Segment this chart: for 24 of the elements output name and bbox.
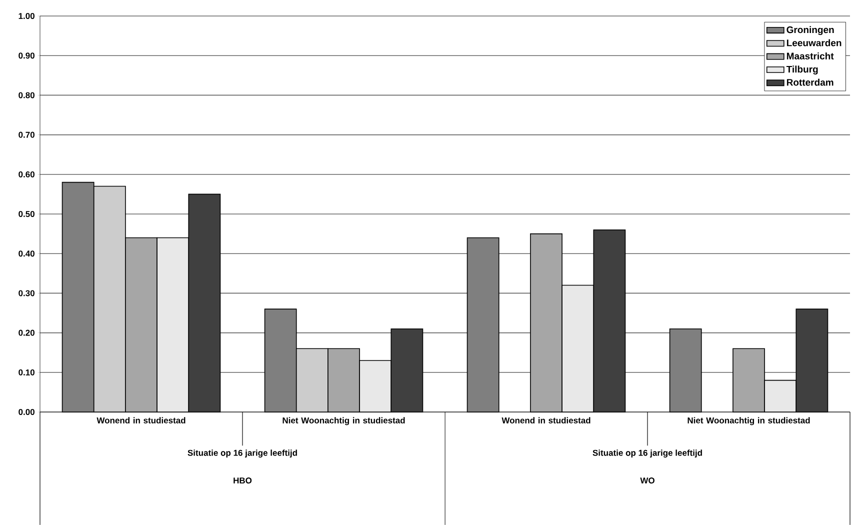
- legend-label: Maastricht: [786, 52, 834, 60]
- y-tick-label: 0.70: [18, 132, 34, 138]
- legend-label: Leeuwarden: [786, 39, 842, 46]
- y-tick-label: 0.20: [18, 330, 34, 336]
- x-tick-label: Wonend in studiestad: [502, 417, 590, 424]
- y-tick-label: 0.90: [18, 52, 34, 59]
- legend-label: Tilburg: [786, 66, 818, 75]
- text: WO: [640, 478, 654, 484]
- y-tick-label: 1.00: [18, 12, 34, 19]
- y-tick-label: 0.40: [18, 250, 34, 257]
- y-tick-label: 0.30: [18, 290, 34, 296]
- legend-label: Rotterdam: [786, 78, 834, 86]
- text: Situatie op 16 jarige leeftijd: [188, 450, 297, 458]
- x-tick-label: Niet Woonachtig in studiestad: [282, 417, 405, 426]
- y-tick-label: 0.10: [18, 369, 34, 376]
- x-tick-label: Niet Woonachtig in studiestad: [688, 417, 810, 426]
- y-tick-label: 0.00: [18, 409, 34, 416]
- y-tick-label: 0.60: [18, 171, 34, 178]
- x-tick-label: Wonend in studiestad: [96, 417, 186, 424]
- text: HBO: [234, 478, 252, 484]
- y-tick-label: 0.50: [18, 210, 34, 218]
- text: Situatie op 16 jarige leeftijd: [592, 450, 702, 458]
- y-tick-label: 0.80: [18, 92, 34, 98]
- legend-label: Groningen: [786, 26, 834, 36]
